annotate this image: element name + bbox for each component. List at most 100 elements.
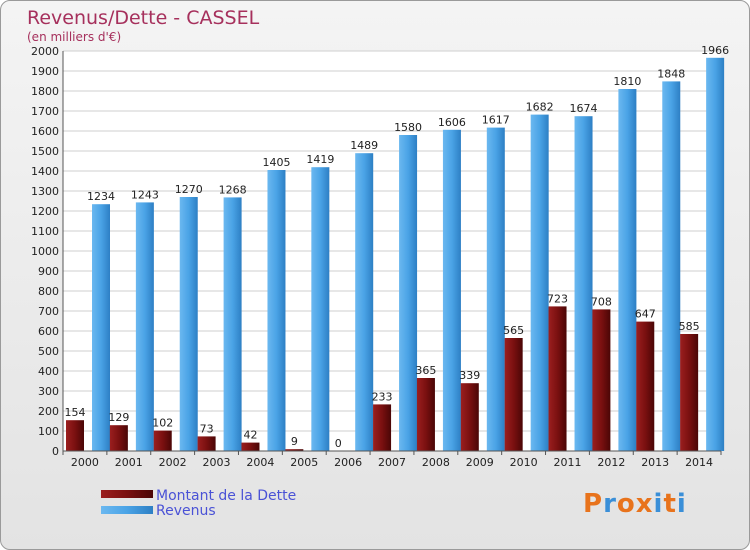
bar-revenus: [179, 197, 198, 451]
y-tick-label: 1400: [31, 165, 59, 178]
bar-revenus: [92, 204, 110, 451]
bar-dette: [460, 383, 479, 451]
data-label-revenus: 1489: [350, 139, 378, 152]
bar-revenus: [574, 116, 593, 451]
y-tick-label: 500: [38, 345, 59, 358]
y-tick-label: 400: [38, 365, 59, 378]
bar-revenus: [618, 89, 637, 451]
data-label-revenus: 1268: [219, 183, 247, 196]
bar-dette: [66, 420, 84, 451]
x-tick-label: 2012: [597, 456, 625, 469]
logo-letter: i: [653, 489, 664, 519]
data-label-dette: 708: [591, 295, 612, 308]
bars: 154 1234 129 1243 102 1270 73 1268 42 1405 9 1419 0 1…: [65, 44, 729, 452]
bar-revenus: [223, 197, 242, 451]
logo-letter: x: [635, 489, 654, 519]
y-tick-label: 100: [38, 425, 59, 438]
y-tick-label: 1300: [31, 185, 59, 198]
legend-swatch-dette: [101, 490, 153, 498]
y-tick-label: 1200: [31, 205, 59, 218]
y-tick-label: 300: [38, 385, 59, 398]
y-tick-label: 2000: [31, 45, 59, 58]
legend-swatch-revenus: [101, 506, 153, 514]
data-label-dette: 9: [291, 435, 298, 448]
data-label-dette: 102: [152, 417, 173, 430]
legend-label-revenus: Revenus: [156, 503, 216, 519]
bar-dette: [548, 306, 567, 451]
bar-revenus: [267, 170, 286, 451]
x-tick-label: 2003: [203, 456, 231, 469]
logo-letter: t: [663, 489, 677, 519]
data-label-dette: 339: [459, 369, 480, 382]
y-tick-label: 1000: [31, 245, 59, 258]
y-tick-label: 600: [38, 325, 59, 338]
y-tick-label: 900: [38, 265, 59, 278]
bar-dette: [197, 436, 216, 451]
bar-dette: [636, 321, 655, 451]
x-tick-label: 2008: [422, 456, 450, 469]
bar-revenus: [530, 114, 549, 451]
data-label-revenus: 1848: [657, 67, 685, 80]
data-label-revenus: 1270: [175, 183, 203, 196]
bar-dette: [592, 309, 611, 451]
data-label-revenus: 1606: [438, 116, 466, 129]
data-label-dette: 0: [335, 437, 342, 450]
bar-dette: [241, 442, 260, 451]
bar-dette: [680, 334, 699, 451]
data-label-dette: 365: [415, 364, 436, 377]
x-tick-label: 2006: [334, 456, 362, 469]
y-tick-label: 800: [38, 285, 59, 298]
data-label-dette: 154: [65, 406, 86, 419]
y-tick-label: 1900: [31, 65, 59, 78]
data-label-revenus: 1810: [613, 75, 641, 88]
bar-dette: [416, 378, 435, 451]
logo-letter: P: [583, 489, 604, 519]
y-tick-label: 200: [38, 405, 59, 418]
data-label-revenus: 1966: [701, 44, 729, 57]
x-tick-label: 2005: [290, 456, 318, 469]
y-tick-label: 1100: [31, 225, 59, 238]
data-label-revenus: 1243: [131, 188, 159, 201]
x-tick-label: 2007: [378, 456, 406, 469]
data-label-revenus: 1682: [526, 101, 554, 114]
bar-revenus: [135, 202, 154, 451]
data-label-dette: 73: [200, 422, 214, 435]
bar-revenus: [706, 57, 725, 452]
x-tick-label: 2011: [553, 456, 581, 469]
legend-label-dette: Montant de la Dette: [156, 488, 296, 504]
y-tick-label: 1700: [31, 105, 59, 118]
y-tick-label: 700: [38, 305, 59, 318]
x-tick-label: 2002: [159, 456, 187, 469]
x-tick-label: 2014: [685, 456, 713, 469]
x-tick-label: 2013: [641, 456, 669, 469]
data-label-revenus: 1617: [482, 114, 510, 127]
data-label-revenus: 1419: [306, 153, 334, 166]
bar-dette: [109, 425, 128, 451]
data-label-dette: 233: [372, 390, 393, 403]
bar-revenus: [486, 127, 505, 451]
x-tick-label: 2000: [71, 456, 99, 469]
bar-revenus: [355, 153, 374, 451]
chart-title: Revenus/Dette - CASSEL: [27, 7, 260, 29]
logo-letter: o: [616, 489, 636, 519]
data-label-dette: 129: [108, 411, 129, 424]
grid: [63, 50, 721, 452]
bar-revenus: [311, 167, 330, 451]
y-tick-label: 1500: [31, 145, 59, 158]
bar-revenus: [399, 135, 418, 451]
data-label-revenus: 1234: [87, 190, 115, 203]
data-label-revenus: 1674: [570, 102, 598, 115]
bar-dette: [285, 449, 304, 451]
logo-letter: i: [676, 489, 687, 519]
bar-dette: [504, 338, 523, 451]
x-tick-label: 2001: [115, 456, 143, 469]
x-axis: 2000 2001 2002 2003 2004 2005 2006 2007 2008 2009…: [62, 450, 722, 469]
y-tick-label: 1600: [31, 125, 59, 138]
data-label-revenus: 1405: [262, 156, 290, 169]
data-label-dette: 565: [503, 324, 524, 337]
logo-letter: r: [603, 489, 617, 519]
y-tick-label: 1800: [31, 85, 59, 98]
data-label-dette: 42: [243, 429, 257, 442]
